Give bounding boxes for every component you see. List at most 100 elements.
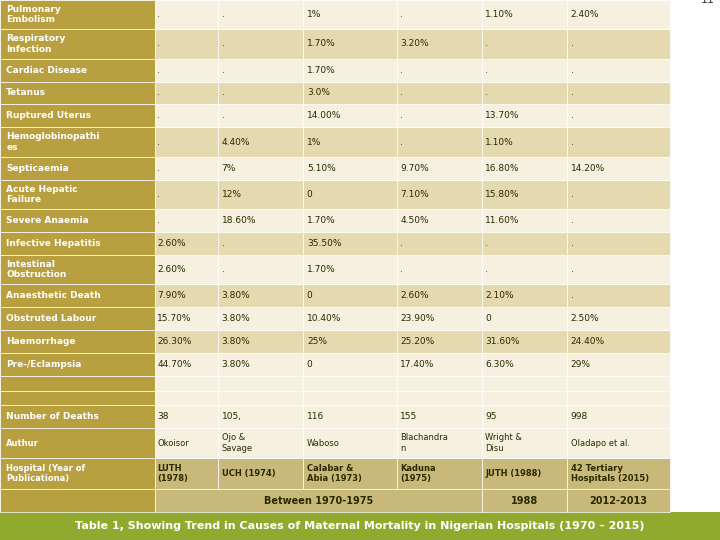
FancyBboxPatch shape <box>303 29 397 58</box>
Text: 1%: 1% <box>307 10 321 19</box>
FancyBboxPatch shape <box>303 458 397 489</box>
Text: Blachandra
n: Blachandra n <box>400 433 448 453</box>
Text: Number of Deaths: Number of Deaths <box>6 413 99 421</box>
FancyBboxPatch shape <box>155 29 218 58</box>
Text: 26.30%: 26.30% <box>158 337 192 346</box>
Text: 3.0%: 3.0% <box>307 89 330 98</box>
FancyBboxPatch shape <box>482 330 567 353</box>
FancyBboxPatch shape <box>303 232 397 255</box>
Text: 42 Tertiary
Hospitals (2015): 42 Tertiary Hospitals (2015) <box>571 464 649 483</box>
FancyBboxPatch shape <box>155 353 218 376</box>
FancyBboxPatch shape <box>0 0 155 29</box>
FancyBboxPatch shape <box>0 255 155 284</box>
FancyBboxPatch shape <box>155 82 218 104</box>
Text: .: . <box>158 89 161 98</box>
Text: 1.70%: 1.70% <box>307 65 336 75</box>
FancyBboxPatch shape <box>567 307 670 330</box>
Text: Severe Anaemia: Severe Anaemia <box>6 216 89 225</box>
Text: 3.20%: 3.20% <box>400 39 428 49</box>
FancyBboxPatch shape <box>303 307 397 330</box>
FancyBboxPatch shape <box>397 209 482 232</box>
FancyBboxPatch shape <box>155 330 218 353</box>
FancyBboxPatch shape <box>567 353 670 376</box>
FancyBboxPatch shape <box>155 489 482 512</box>
FancyBboxPatch shape <box>567 391 670 406</box>
Text: 10.40%: 10.40% <box>307 314 341 323</box>
Text: .: . <box>571 216 574 225</box>
FancyBboxPatch shape <box>218 428 303 458</box>
Text: LUTH
(1978): LUTH (1978) <box>158 464 188 483</box>
FancyBboxPatch shape <box>482 127 567 157</box>
FancyBboxPatch shape <box>155 284 218 307</box>
Text: .: . <box>158 10 161 19</box>
FancyBboxPatch shape <box>218 0 303 29</box>
Text: 24.40%: 24.40% <box>571 337 605 346</box>
FancyBboxPatch shape <box>303 330 397 353</box>
Text: 11: 11 <box>701 0 715 5</box>
FancyBboxPatch shape <box>218 157 303 180</box>
FancyBboxPatch shape <box>567 458 670 489</box>
FancyBboxPatch shape <box>567 58 670 82</box>
Text: 1.70%: 1.70% <box>307 39 336 49</box>
Text: 38: 38 <box>158 413 168 421</box>
Text: Okoisor: Okoisor <box>158 438 189 448</box>
FancyBboxPatch shape <box>0 458 155 489</box>
FancyBboxPatch shape <box>397 0 482 29</box>
FancyBboxPatch shape <box>303 255 397 284</box>
FancyBboxPatch shape <box>218 284 303 307</box>
FancyBboxPatch shape <box>0 157 155 180</box>
FancyBboxPatch shape <box>303 353 397 376</box>
Text: 13.70%: 13.70% <box>485 111 520 120</box>
Text: 2.50%: 2.50% <box>571 314 599 323</box>
FancyBboxPatch shape <box>0 406 155 428</box>
FancyBboxPatch shape <box>155 157 218 180</box>
Text: .: . <box>571 239 574 248</box>
Text: Haemorrhage: Haemorrhage <box>6 337 76 346</box>
FancyBboxPatch shape <box>303 58 397 82</box>
FancyBboxPatch shape <box>482 255 567 284</box>
Text: 0: 0 <box>485 314 491 323</box>
FancyBboxPatch shape <box>567 406 670 428</box>
FancyBboxPatch shape <box>397 353 482 376</box>
FancyBboxPatch shape <box>155 0 218 29</box>
FancyBboxPatch shape <box>155 376 218 391</box>
Text: 0: 0 <box>307 190 312 199</box>
Text: Cardiac Disease: Cardiac Disease <box>6 65 87 75</box>
Text: .: . <box>158 216 161 225</box>
Text: 12%: 12% <box>222 190 241 199</box>
FancyBboxPatch shape <box>155 58 218 82</box>
FancyBboxPatch shape <box>218 127 303 157</box>
Text: 1.70%: 1.70% <box>307 265 336 274</box>
FancyBboxPatch shape <box>155 458 218 489</box>
Text: 0: 0 <box>307 291 312 300</box>
FancyBboxPatch shape <box>482 209 567 232</box>
Text: .: . <box>400 89 403 98</box>
FancyBboxPatch shape <box>397 232 482 255</box>
Text: 44.70%: 44.70% <box>158 360 192 369</box>
FancyBboxPatch shape <box>155 209 218 232</box>
Text: 9.70%: 9.70% <box>400 164 429 173</box>
FancyBboxPatch shape <box>482 428 567 458</box>
Text: 3.80%: 3.80% <box>222 314 251 323</box>
Text: .: . <box>400 239 403 248</box>
FancyBboxPatch shape <box>218 82 303 104</box>
Text: 95: 95 <box>485 413 497 421</box>
FancyBboxPatch shape <box>0 330 155 353</box>
Text: Authur: Authur <box>6 438 39 448</box>
FancyBboxPatch shape <box>482 391 567 406</box>
Text: 1.10%: 1.10% <box>485 10 514 19</box>
FancyBboxPatch shape <box>397 58 482 82</box>
FancyBboxPatch shape <box>303 104 397 127</box>
FancyBboxPatch shape <box>482 489 567 512</box>
Text: 2012-2013: 2012-2013 <box>589 496 647 505</box>
FancyBboxPatch shape <box>567 82 670 104</box>
Text: 998: 998 <box>571 413 588 421</box>
Text: 29%: 29% <box>571 360 590 369</box>
Text: 25.20%: 25.20% <box>400 337 434 346</box>
Text: 2.10%: 2.10% <box>485 291 513 300</box>
Text: 3.80%: 3.80% <box>222 337 251 346</box>
Text: .: . <box>158 39 161 49</box>
FancyBboxPatch shape <box>482 0 567 29</box>
FancyBboxPatch shape <box>567 0 670 29</box>
Text: 1%: 1% <box>307 138 321 146</box>
